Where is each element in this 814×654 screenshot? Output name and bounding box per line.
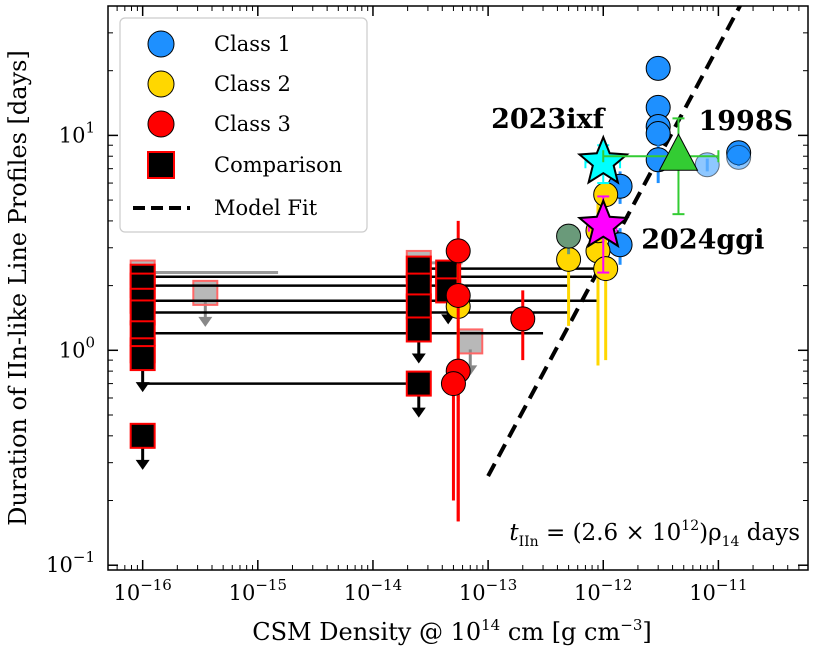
legend-class3-marker [147,110,175,138]
x-tick-label: 10−13 [459,576,517,605]
legend-class2-label: Class 2 [214,72,291,96]
series-1-point [645,121,671,147]
y-tick-label: 10−1 [46,548,95,577]
comparison-limit-arrow-head [411,353,426,364]
highlight-2024ggi-marker [576,198,630,249]
legend-comparison-label: Comparison [214,153,342,177]
legend-box [119,17,368,233]
comparison-point [129,345,156,372]
highlight-1998S-label: 1998S [698,106,793,137]
legend-class1-marker [147,30,175,58]
highlight-2024ggi-label: 2024ggi [641,225,764,256]
legend-comparison-marker [147,151,175,179]
comparison-faded-limit-arrow-head [198,316,213,327]
legend: Class 1 Class 2 Class 3 Comparison Model… [119,17,368,233]
comparison-point [405,293,432,320]
model-fit-formula: tIIn = (2.6 × 1012)ρ14 days [509,518,800,550]
highlight-1998S-marker [658,133,699,171]
series-2-point [593,256,619,282]
series-1-point [694,152,720,178]
x-axis-label: CSM Density @ 1014 cm [g cm−3] [252,616,652,646]
model-fit-layer [486,6,743,477]
y-axis-label: Duration of IIn-like Line Profiles [days… [4,50,32,526]
legend-class3-label: Class 3 [214,112,291,136]
series-2-point [593,182,619,208]
comparison-point [405,316,432,343]
x-tick-label: 10−11 [689,576,747,605]
series-3-point [445,282,471,308]
plot-frame [107,5,809,571]
comparison-point [129,422,156,449]
series-3-point [440,371,466,397]
legend-class2-marker [147,70,175,98]
y-tick-label: 101 [59,118,95,147]
legend-model-fit-label: Model Fit [214,196,318,220]
comparison-limit-arrow-head [411,407,426,418]
x-tick-label: 10−12 [574,576,632,605]
annotation-labels: 2023ixf 2024ggi 1998S [491,104,793,255]
series-3-point [510,306,536,332]
x-tick-label: 10−14 [344,576,402,605]
x-tick-label: 10−16 [113,576,171,605]
comparison-layer [129,249,604,470]
series-1-point [645,55,671,81]
legend-class1-label: Class 1 [214,32,291,56]
series-3-point [445,238,471,264]
axis-ticks: 10−16 10−15 10−14 10−13 10−12 10−11 10−1 100 101 [46,6,808,605]
model-fit-line [486,6,743,477]
comparison-limit-arrow-head [135,459,150,470]
y-tick-label: 100 [59,333,95,362]
highlight-layer [576,117,720,274]
comparison-point [405,370,432,397]
series-1-point [726,144,752,170]
highlight-2023ixf-label: 2023ixf [491,104,607,135]
series-2-point [556,223,582,249]
plot-area [129,6,752,522]
x-tick-label: 10−15 [229,576,287,605]
